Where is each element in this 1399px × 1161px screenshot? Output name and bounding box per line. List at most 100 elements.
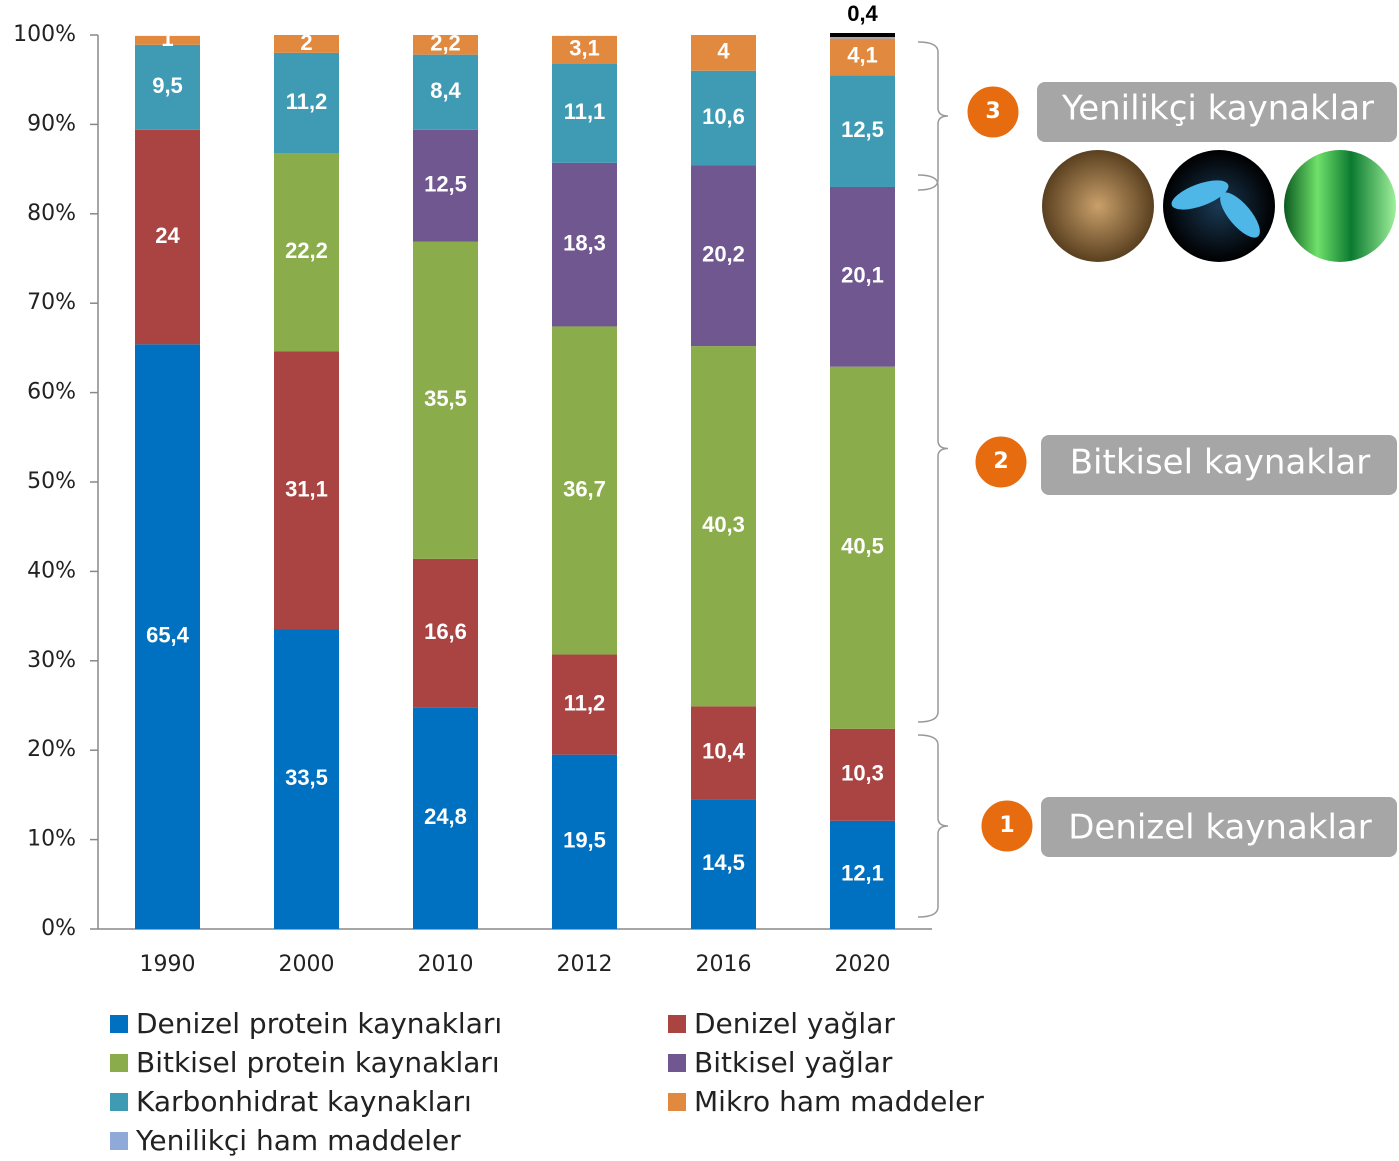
data-label: 19,5 [563, 828, 606, 853]
annotation-number: 1 [999, 813, 1014, 838]
data-label: 20,2 [702, 242, 745, 267]
data-label: 12,1 [841, 861, 884, 886]
y-tick-label: 90% [27, 111, 76, 136]
data-label: 40,3 [702, 512, 745, 537]
data-label: 40,5 [841, 534, 884, 559]
y-tick-label: 70% [27, 290, 76, 315]
annotation-box [1037, 82, 1397, 142]
data-label: 36,7 [563, 476, 606, 501]
data-label: 3,1 [569, 36, 600, 61]
bar-segment [552, 654, 617, 755]
legend-label: Bitkisel protein kaynakları [136, 1046, 500, 1079]
data-label: 22,2 [285, 238, 328, 263]
bar-segment [830, 186, 895, 367]
annotation-label: Yenilikçi kaynaklar [1061, 89, 1374, 129]
annotation-box [1041, 797, 1397, 857]
legend-label: Mikro ham maddeler [694, 1085, 984, 1118]
bar-segment [691, 35, 756, 71]
annotation-number: 2 [993, 449, 1008, 474]
y-tick-label: 30% [27, 648, 76, 673]
x-tick-label: 1990 [140, 952, 196, 977]
bar-segment [274, 351, 339, 630]
data-label: 11,2 [564, 690, 606, 715]
data-label: 2 [300, 30, 312, 55]
bar-segment [413, 35, 478, 55]
legend-swatch [110, 1015, 128, 1033]
legend-swatch [110, 1132, 128, 1150]
legend-label: Denizel yağlar [694, 1007, 895, 1040]
data-label: 4 [717, 39, 730, 64]
data-label: 65,4 [146, 622, 190, 647]
bar-segment [691, 346, 756, 707]
annotation-badge [978, 797, 1036, 855]
bracket [917, 174, 949, 723]
legend-swatch [110, 1054, 128, 1072]
bar-segment [830, 38, 895, 76]
legend-swatch [110, 1093, 128, 1111]
x-tick-label: 2000 [279, 952, 335, 977]
y-tick-label: 50% [27, 469, 76, 494]
x-tick-label: 2010 [418, 952, 474, 977]
data-label: 31,1 [285, 476, 328, 501]
y-tick-label: 10% [27, 827, 76, 852]
annotation-label: Bitkisel kaynaklar [1070, 443, 1371, 483]
bar-segment [691, 799, 756, 929]
bar-segment [830, 728, 895, 821]
bar-segment [135, 344, 200, 930]
bar-segment [552, 754, 617, 929]
legend-label: Karbonhidrat kaynakları [136, 1085, 472, 1118]
data-label: 20,1 [841, 263, 884, 288]
bar-segment [413, 129, 478, 242]
y-tick-label: 40% [27, 558, 76, 583]
data-label: 10,3 [841, 761, 884, 786]
bar-segment [274, 629, 339, 929]
bar-segment [552, 162, 617, 327]
legend-label: Yenilikçi ham maddeler [135, 1124, 461, 1157]
bar-segment [552, 35, 617, 64]
y-tick-label: 20% [27, 737, 76, 762]
y-tick-label: 100% [13, 22, 76, 47]
bar-segment [552, 63, 617, 163]
bar-segment [830, 366, 895, 729]
data-label: 10,6 [702, 104, 745, 129]
data-label: 35,5 [424, 386, 467, 411]
bar-segment [274, 35, 339, 53]
y-tick-label: 60% [27, 380, 76, 405]
bracket [917, 734, 949, 918]
annotation-label: Denizel kaynaklar [1068, 808, 1372, 848]
data-label: 24 [155, 223, 180, 248]
bar-segment [691, 706, 756, 800]
bar-segment [413, 54, 478, 130]
bar-segment [413, 558, 478, 708]
bar-segment [135, 35, 200, 45]
data-label: 16,6 [424, 619, 467, 644]
data-label: 10,4 [702, 739, 746, 764]
bar-segment [830, 820, 895, 929]
x-tick-label: 2016 [696, 952, 752, 977]
data-label: 8,4 [430, 78, 461, 103]
data-label: 24,8 [424, 804, 467, 829]
bar-segment [830, 75, 895, 187]
data-label: 9,5 [152, 73, 183, 98]
legend-swatch [668, 1054, 686, 1072]
bar-segment [552, 326, 617, 655]
annotation-box [1041, 435, 1397, 495]
bar-segment [274, 153, 339, 352]
x-tick-label: 2012 [557, 952, 613, 977]
photos [1042, 150, 1396, 262]
data-label: 18,3 [563, 230, 606, 255]
data-label: 14,5 [702, 850, 745, 875]
x-tick-label: 2020 [835, 952, 891, 977]
bar-segment [135, 129, 200, 345]
data-label: 11,2 [286, 89, 328, 114]
bar-segment [691, 165, 756, 347]
y-tick-label: 0% [41, 916, 76, 941]
data-label: 4,1 [847, 43, 878, 68]
legend-label: Bitkisel yağlar [694, 1046, 893, 1079]
data-label: 12,5 [841, 117, 884, 142]
data-label: 33,5 [285, 765, 328, 790]
annotation-badge [964, 83, 1022, 141]
data-label: 0,4 [847, 1, 878, 26]
bracket [917, 41, 949, 191]
